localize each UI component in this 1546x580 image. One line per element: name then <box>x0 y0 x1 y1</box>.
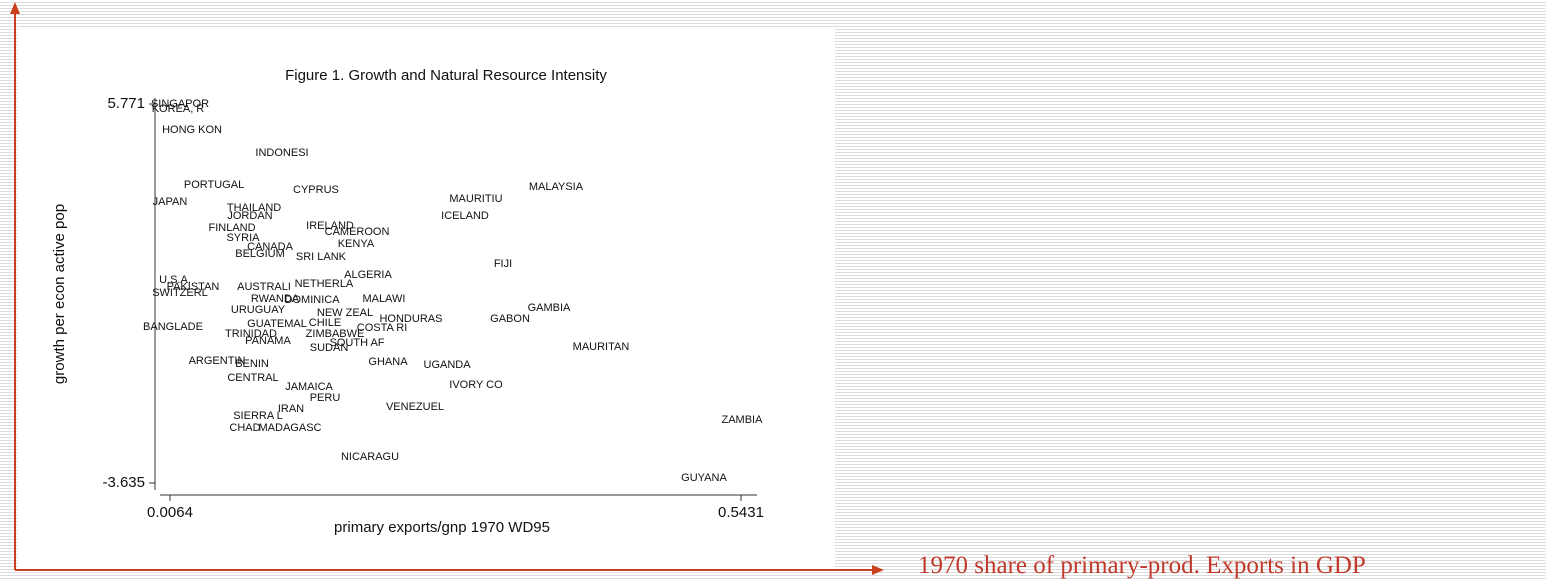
point-label: URUGUAY <box>231 304 286 316</box>
point-label: KENYA <box>338 238 375 250</box>
x-tick-label: 0.5431 <box>718 504 764 521</box>
point-label: JORDAN <box>227 210 272 222</box>
y-axis-title: growth per econ active pop <box>51 204 68 384</box>
point-label: SOUTH AF <box>330 337 385 349</box>
point-label: TRINIDAD <box>225 328 277 340</box>
point-label: ALGERIA <box>344 269 392 281</box>
point-label: BENIN <box>235 358 269 370</box>
point-label: GAMBIA <box>528 302 571 314</box>
point-label: NEW ZEAL <box>317 307 373 319</box>
point-label: BANGLADE <box>143 321 203 333</box>
point-label: CANADA <box>247 241 294 253</box>
point-label: GABON <box>490 313 530 325</box>
point-label: COSTA RI <box>357 322 408 334</box>
point-label: KOREA, R <box>152 103 205 115</box>
point-label: CENTRAL <box>227 372 278 384</box>
point-label: FIJI <box>494 258 512 270</box>
chart: Figure 1. Growth and Natural Resource In… <box>51 67 764 536</box>
point-label: CHILE <box>309 317 341 329</box>
point-label: PERU <box>310 392 341 404</box>
point-label: IVORY CO <box>449 379 503 391</box>
point-label: VENEZUEL <box>386 401 444 413</box>
x-axis-title: primary exports/gnp 1970 WD95 <box>334 519 550 536</box>
point-label: JAMAICA <box>285 381 333 393</box>
point-label: GHANA <box>368 356 408 368</box>
point-label: DOMINICA <box>285 294 341 306</box>
point-label: SINGAPOR <box>151 98 209 110</box>
point-label: SRI LANK <box>296 251 347 263</box>
point-label: RWANDA <box>251 293 300 305</box>
chart-title: Figure 1. Growth and Natural Resource In… <box>285 67 607 84</box>
point-label: MALAWI <box>362 293 405 305</box>
point-label: FINLAND <box>208 222 255 234</box>
point-label: IRELAND <box>306 220 354 232</box>
point-label: INDONESI <box>255 147 308 159</box>
chart-image: Figure 1. Growth and Natural Resource In… <box>18 28 835 568</box>
point-label: ZAMBIA <box>721 414 763 426</box>
point-label: ICELAND <box>441 210 489 222</box>
arrow-head <box>10 2 20 14</box>
point-label: BELGIUM <box>235 248 285 260</box>
point-label: UGANDA <box>424 359 472 371</box>
point-label: MALAYSIA <box>529 181 584 193</box>
point-label: MAURITAN <box>573 341 630 353</box>
point-label: HONDURAS <box>379 313 442 325</box>
y-tick-label: -3.635 <box>102 474 145 491</box>
point-label: U.S.A. <box>159 274 191 286</box>
caption: 1970 share of primary-prod. Exports in G… <box>918 552 1366 579</box>
point-label: AUSTRALI <box>237 281 291 293</box>
point-label: JAPAN <box>153 196 188 208</box>
point-label: SYRIA <box>226 232 260 244</box>
point-label: PANAMA <box>245 335 291 347</box>
point-label: PORTUGAL <box>184 179 244 191</box>
point-label: THAILAND <box>227 202 281 214</box>
point-label: IRAN <box>278 403 304 415</box>
point-label: CAMEROON <box>325 226 390 238</box>
point-label: PAKISTAN <box>167 281 220 293</box>
point-label: MAURITIU <box>449 193 502 205</box>
point-label: SUDAN <box>310 342 349 354</box>
point-label: MADAGASC <box>259 422 322 434</box>
point-label: CHAD <box>229 422 260 434</box>
x-tick-label: 0.0064 <box>147 504 193 521</box>
point-label: HONG KON <box>162 124 222 136</box>
point-label: CYPRUS <box>293 184 339 196</box>
point-label: GUATEMAL <box>247 318 307 330</box>
arrow-head <box>872 565 884 575</box>
point-label: SWITZERL <box>152 287 208 299</box>
point-label: ARGENTIN <box>189 355 246 367</box>
y-tick-label: 5.771 <box>107 95 145 112</box>
point-label: GUYANA <box>681 472 727 484</box>
point-label: NETHERLA <box>295 278 354 290</box>
point-label: ZIMBABWE <box>306 328 365 340</box>
point-label: SIERRA L <box>233 410 283 422</box>
point-label: NICARAGU <box>341 451 399 463</box>
